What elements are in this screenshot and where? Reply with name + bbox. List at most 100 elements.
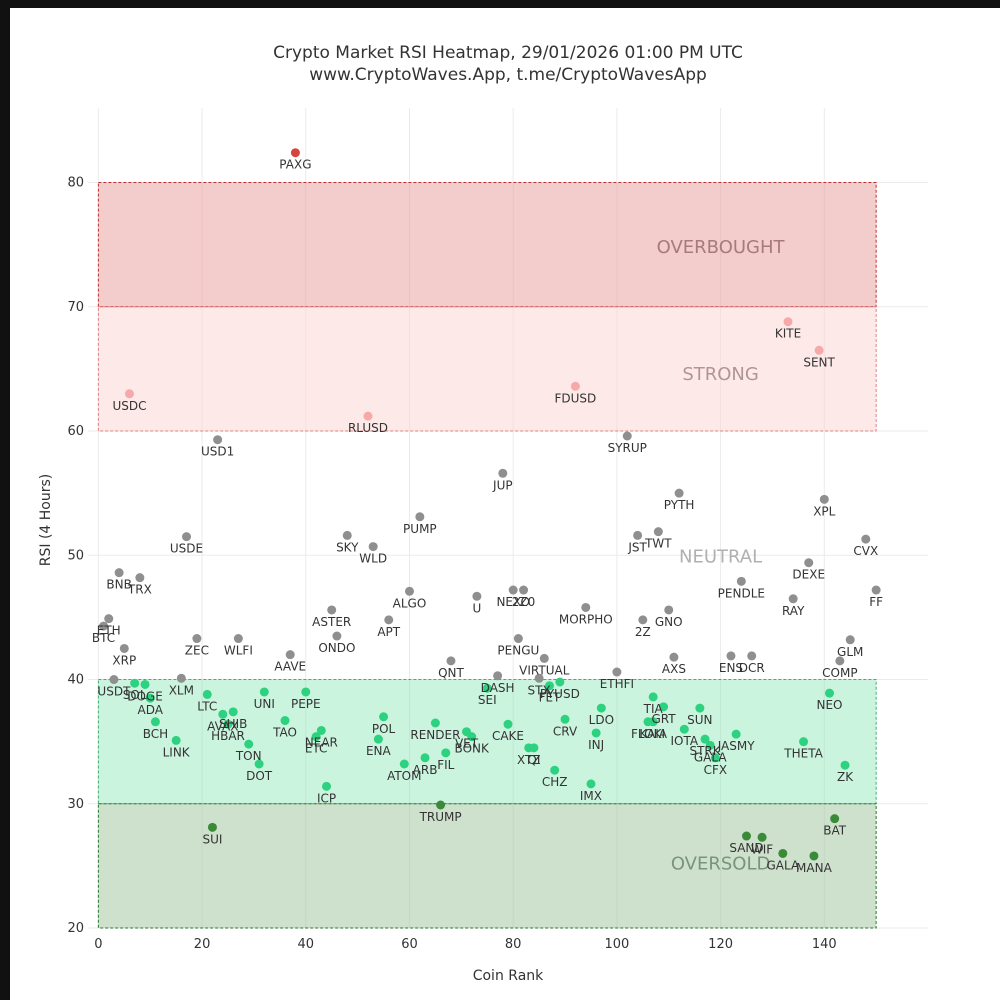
data-point-label: NEXO bbox=[496, 595, 529, 609]
data-point-label: FDUSD bbox=[555, 391, 597, 405]
data-point-label: DCR bbox=[739, 661, 765, 675]
data-point bbox=[244, 739, 254, 749]
data-point bbox=[861, 534, 871, 544]
data-point-label: JASMY bbox=[717, 739, 756, 753]
data-point-label: IMX bbox=[580, 789, 602, 803]
data-point bbox=[695, 703, 705, 713]
data-point-label: AAVE bbox=[274, 660, 306, 674]
data-point-label: LTC bbox=[197, 699, 217, 713]
data-point bbox=[830, 814, 840, 824]
data-point-label: ALGO bbox=[393, 596, 427, 610]
data-point bbox=[363, 411, 373, 421]
data-point bbox=[871, 585, 881, 595]
data-point bbox=[648, 692, 658, 702]
data-point bbox=[135, 573, 145, 583]
data-point bbox=[544, 681, 554, 691]
data-point-label: QI bbox=[527, 753, 540, 767]
data-point bbox=[223, 719, 233, 729]
data-point-label: ICP bbox=[317, 791, 336, 805]
data-point-label: SENT bbox=[803, 355, 835, 369]
data-point bbox=[446, 656, 456, 666]
data-point-label: WLFI bbox=[224, 644, 253, 658]
data-point-label: FET bbox=[539, 691, 561, 705]
data-point-label: TON bbox=[235, 749, 262, 763]
y-tick-label: 20 bbox=[67, 921, 84, 936]
data-point bbox=[742, 831, 752, 841]
data-point-label: XRP bbox=[112, 653, 136, 667]
data-point-label: RENDER bbox=[410, 728, 460, 742]
data-point-label: GLM bbox=[837, 645, 863, 659]
x-tick-label: 0 bbox=[94, 937, 102, 952]
data-point bbox=[233, 634, 243, 644]
data-point bbox=[778, 848, 788, 858]
zone-oversold bbox=[97, 803, 877, 929]
chart-title-line2: www.CryptoWaves.App, t.me/CryptoWavesApp bbox=[309, 65, 707, 85]
y-axis-label: RSI (4 Hours) bbox=[38, 474, 54, 567]
data-point-label: SUI bbox=[202, 832, 222, 846]
data-point-label: PENDLE bbox=[718, 586, 765, 600]
data-point bbox=[508, 585, 518, 595]
data-point bbox=[679, 724, 689, 734]
data-point bbox=[280, 716, 290, 726]
zone-overbought bbox=[97, 182, 877, 308]
data-point-label: TRUMP bbox=[419, 810, 462, 824]
data-point bbox=[550, 765, 560, 775]
data-point-label: ETH bbox=[97, 624, 121, 638]
x-tick-label: 60 bbox=[401, 937, 418, 952]
data-point bbox=[757, 832, 767, 842]
data-point bbox=[799, 737, 809, 747]
data-point-label: BONK bbox=[455, 742, 490, 756]
data-point-label: IOTA bbox=[670, 734, 698, 748]
data-point-label: BTC bbox=[92, 631, 115, 645]
data-point-label: PEPE bbox=[291, 697, 321, 711]
data-point bbox=[809, 851, 819, 861]
top-frame-bar bbox=[0, 0, 1000, 8]
data-point-label: PUMP bbox=[403, 522, 437, 536]
zone-label-neutral: NEUTRAL bbox=[679, 547, 762, 568]
data-point-label: ENS bbox=[719, 661, 743, 675]
data-point bbox=[316, 725, 326, 735]
data-point-label: BAT bbox=[823, 824, 847, 838]
data-point bbox=[373, 734, 383, 744]
data-point-label: LDO bbox=[589, 713, 614, 727]
data-point bbox=[700, 734, 710, 744]
y-tick-label: 50 bbox=[67, 548, 84, 563]
data-point-label: SKY bbox=[336, 540, 359, 554]
data-point-label: ETHFI bbox=[600, 677, 634, 691]
data-point bbox=[368, 542, 378, 552]
data-point bbox=[124, 389, 134, 399]
data-point bbox=[327, 605, 337, 615]
data-point bbox=[814, 345, 824, 355]
x-tick-label: 20 bbox=[194, 937, 211, 952]
data-point-label: SUN bbox=[687, 713, 712, 727]
data-point-label: PYUSD bbox=[540, 687, 580, 701]
data-point bbox=[119, 643, 129, 653]
data-point bbox=[415, 512, 425, 522]
data-point bbox=[311, 732, 321, 742]
data-point-label: ASTER bbox=[312, 615, 351, 629]
data-point-label: CAKE bbox=[492, 729, 524, 743]
data-point bbox=[285, 650, 295, 660]
data-point-label: U bbox=[472, 601, 481, 615]
data-point bbox=[664, 605, 674, 615]
data-point bbox=[731, 729, 741, 739]
data-point-label: XPL bbox=[813, 504, 835, 518]
x-tick-label: 120 bbox=[708, 937, 733, 952]
data-point bbox=[213, 435, 223, 445]
data-point-label: ARB bbox=[413, 763, 438, 777]
data-point bbox=[498, 468, 508, 478]
data-point-label: 2Z bbox=[635, 625, 651, 639]
data-point bbox=[840, 760, 850, 770]
data-point-label: FF bbox=[869, 595, 883, 609]
data-point bbox=[467, 732, 477, 742]
data-point bbox=[493, 671, 503, 681]
data-point bbox=[503, 719, 513, 729]
x-tick-label: 100 bbox=[604, 937, 629, 952]
data-point-label: USDC bbox=[112, 399, 146, 413]
data-point bbox=[472, 591, 482, 601]
data-point-label: NEAR bbox=[305, 735, 338, 749]
data-point-label: TAO bbox=[272, 726, 297, 740]
data-point bbox=[482, 683, 492, 693]
y-tick-label: 80 bbox=[67, 176, 84, 191]
data-point bbox=[332, 631, 342, 641]
